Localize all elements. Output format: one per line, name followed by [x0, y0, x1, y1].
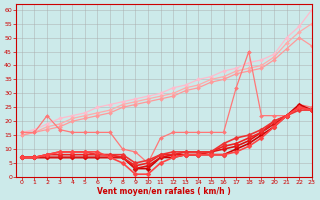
X-axis label: Vent moyen/en rafales ( km/h ): Vent moyen/en rafales ( km/h )	[97, 187, 230, 196]
